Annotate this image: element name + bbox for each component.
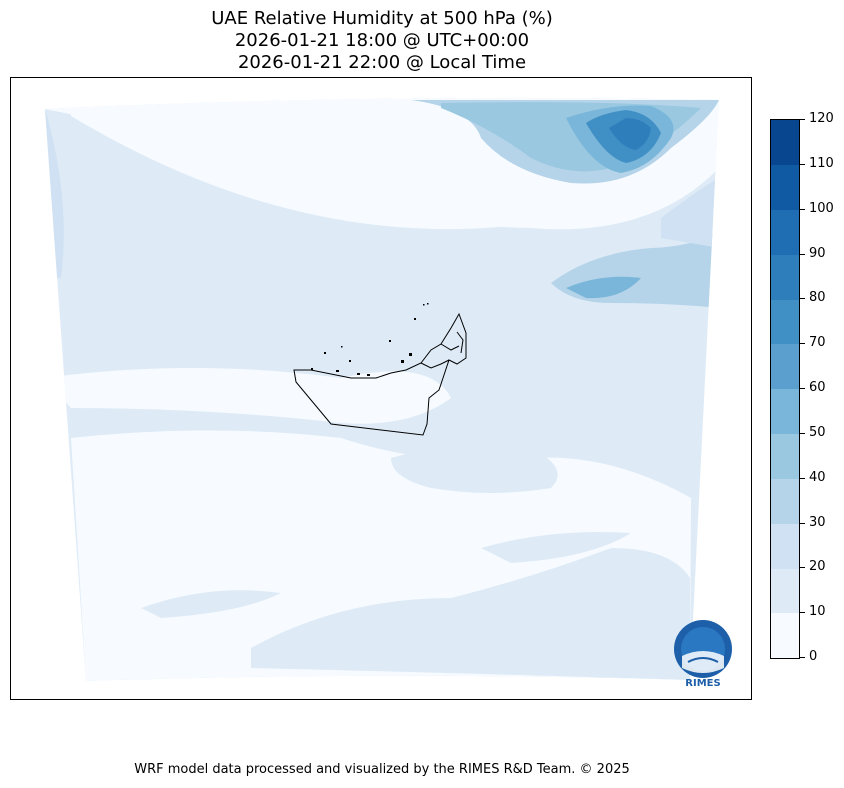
field-south-streak-3 [481,532,631,563]
colorbar-bar [770,119,800,659]
humidity-field [45,97,719,681]
uae-islands [311,303,429,376]
colorbar-tick [800,163,805,165]
colorbar-tick [800,477,805,479]
colorbar-tick [800,388,805,389]
colorbar-tick [800,522,805,524]
colorbar-tick [800,612,805,614]
logo-wave-line [687,657,719,663]
colorbar-segment [771,164,799,210]
emirate-line-3 [456,331,464,354]
humidity-map [45,97,719,681]
emirate-line-1 [420,359,450,369]
colorbar-tick-label: 50 [809,424,826,440]
colorbar-segment [771,523,799,569]
colorbar-tick-label: 100 [809,200,834,216]
field-central-moist [391,444,558,493]
utc-time: 2026-01-21 18:00 @ UTC+00:00 [234,30,530,51]
footer-credit: WRF model data processed and visualized … [134,762,630,777]
colorbar-tick-label: 0 [809,649,818,664]
colorbar-tick-label: 20 [809,559,826,575]
colorbar-tick-label: 10 [809,604,826,620]
colorbar-tick-label: 110 [809,155,834,171]
rimes-logo: RIMES [674,620,732,688]
local-time: 2026-01-21 22:00 @ Local Time [237,52,527,73]
colorbar-tick-label: 70 [809,335,826,351]
colorbar-segment [771,120,799,165]
colorbar-tick [800,253,805,255]
colorbar-tick [800,343,805,345]
colorbar-tick-label: 60 [809,380,826,395]
field-ne-core-3 [609,118,651,150]
colorbar-tick [800,432,805,434]
uae-outline [293,312,467,436]
field-south-streak-2 [251,548,690,680]
colorbar-segment [771,209,799,255]
colorbar-tick [800,298,805,300]
emirate-line-2 [440,343,460,351]
logo-text: RIMES [685,678,720,688]
map-panel [10,77,752,700]
colorbar-segment [771,344,799,390]
colorbar-tick-label: 40 [809,469,826,485]
colorbar-tick-label: 30 [809,514,826,530]
colorbar-segment [771,433,799,479]
colorbar-tick-label: 80 [809,290,826,306]
colorbar-segment [771,254,799,300]
field-south-streak-1 [141,590,281,618]
colorbar-tick [800,119,805,120]
logo-wave [682,651,724,673]
colorbar-tick [800,567,805,569]
colorbar-tick-label: 90 [809,245,826,261]
field-east-core [566,276,641,299]
colorbar-segment [771,478,799,524]
field-nw-arc [71,138,271,241]
field-west-dry [45,368,451,424]
map-title: UAE Relative Humidity at 500 hPa (%) [211,8,553,29]
field-east-edge [661,178,719,248]
colorbar-segment [771,389,799,434]
colorbar-tick-label: 120 [809,111,834,126]
colorbar-tick [800,657,805,658]
colorbar-segment [771,299,799,345]
colorbar-tick [800,208,805,210]
colorbar: 0 10 20 30 40 50 60 70 80 90 100 110 120 [770,112,844,664]
colorbar-segment [771,613,799,659]
colorbar-segment [771,568,799,614]
uae-border [293,312,467,436]
